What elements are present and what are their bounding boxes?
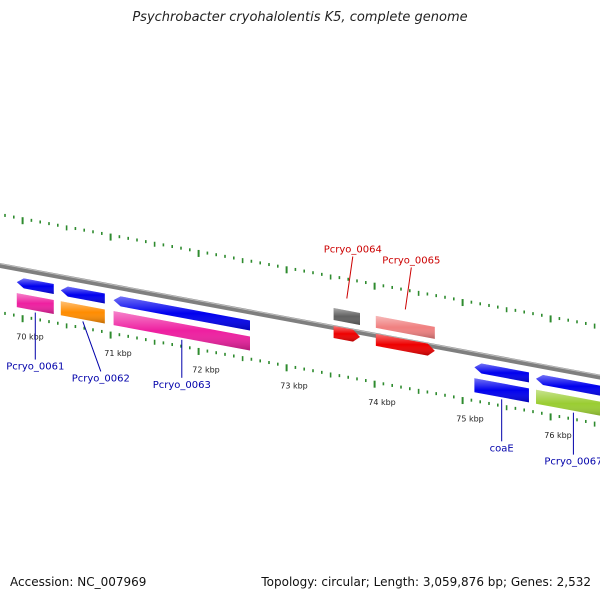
- genome-summary-text: Topology: circular; Length: 3,059,876 bp…: [261, 575, 591, 589]
- scale-ticks: [4, 213, 596, 427]
- gene-arrow-Pcryo_0063: [113, 296, 250, 331]
- gene-arrow-Pcryo_0064-shade: [333, 326, 360, 342]
- feature-Pcryo_0065: [375, 315, 435, 356]
- gene-arrow-Pcryo_0065-shade: [375, 333, 435, 356]
- scale-label-73-kbp: 73 kbp: [280, 382, 308, 391]
- feature-Pcryo_0064: [333, 308, 360, 342]
- scale-label-72-kbp: 72 kbp: [192, 365, 220, 374]
- scale-label-74-kbp: 74 kbp: [368, 398, 396, 407]
- gene-product-coaE-shade: [474, 378, 529, 403]
- gene-product-Pcryo_0065: [375, 315, 435, 339]
- gene-arrow-Pcryo_0063-shade: [113, 296, 250, 331]
- genome-backbone: [0, 263, 600, 380]
- gene-arrow-Pcryo_0065: [375, 333, 435, 356]
- gene-product-Pcryo_0064-shade: [333, 308, 360, 325]
- feature-coaE: [474, 363, 529, 403]
- gene-arrow-coaE: [474, 363, 529, 383]
- map-title: Psychrobacter cryohalolentis K5, complet…: [132, 10, 468, 25]
- tick-row-lower: [4, 311, 596, 427]
- gene-product-Pcryo_0062: [60, 301, 105, 324]
- feature-Pcryo_0067: [536, 374, 600, 416]
- feature-Pcryo_0062: [60, 286, 105, 324]
- leader-Pcryo_0064: [346, 256, 354, 299]
- gene-product-Pcryo_0061: [16, 293, 54, 314]
- scale-label-71-kbp: 71 kbp: [104, 349, 132, 358]
- gene-product-Pcryo_0067-shade: [536, 389, 600, 416]
- gene-product-coaE: [474, 378, 529, 403]
- scale-label-76-kbp: 76 kbp: [544, 431, 572, 440]
- gene-arrow-Pcryo_0061: [16, 278, 54, 294]
- gene-arrow-coaE-shade: [474, 363, 529, 383]
- gene-arrow-Pcryo_0062-shade: [60, 286, 105, 304]
- backbone-highlight: [0, 263, 600, 376]
- gene-labels: Pcryo_0061 Pcryo_0062 Pcryo_0063 Pcryo_0064…: [6, 245, 600, 468]
- scale-label-75-kbp: 75 kbp: [456, 414, 484, 423]
- gene-label-Pcryo_0064: Pcryo_0064: [324, 245, 382, 256]
- accession-text: Accession: NC_007969: [10, 575, 147, 589]
- gene-label-Pcryo_0063: Pcryo_0063: [153, 380, 211, 391]
- scale-label-70-kbp: 70 kbp: [16, 333, 44, 342]
- gene-product-Pcryo_0062-shade: [60, 301, 105, 324]
- gene-product-Pcryo_0067: [536, 389, 600, 416]
- gene-label-Pcryo_0061: Pcryo_0061: [6, 362, 64, 373]
- leader-Pcryo_0065: [404, 267, 412, 310]
- gene-arrow-Pcryo_0062: [60, 286, 105, 304]
- tick-row-upper: [4, 213, 596, 329]
- gene-product-Pcryo_0064: [333, 308, 360, 325]
- gene-arrow-Pcryo_0064: [333, 326, 360, 342]
- gene-arrow-Pcryo_0061-shade: [16, 278, 54, 294]
- gene-label-Pcryo_0067: Pcryo_0067: [544, 457, 600, 468]
- gene-product-Pcryo_0063: [113, 311, 250, 351]
- gene-label-Pcryo_0062: Pcryo_0062: [72, 373, 130, 384]
- leader-Pcryo_0062: [82, 321, 102, 372]
- gene-arrow-Pcryo_0067: [536, 374, 600, 396]
- feature-Pcryo_0063: [113, 296, 250, 351]
- gene-product-Pcryo_0061-shade: [16, 293, 54, 314]
- feature-tracks: [16, 278, 600, 416]
- gene-arrow-Pcryo_0067-shade: [536, 374, 600, 396]
- backbone-line: [0, 263, 600, 380]
- scale-labels: 70 kbp 71 kbp 72 kbp 73 kbp 74 kbp 75 kbp 76 k…: [16, 333, 572, 440]
- feature-Pcryo_0061: [16, 278, 54, 314]
- gene-product-Pcryo_0065-shade: [375, 315, 435, 339]
- gene-product-Pcryo_0063-shade: [113, 311, 250, 351]
- gene-label-coaE: coaE: [490, 443, 514, 454]
- gene-label-Pcryo_0065: Pcryo_0065: [382, 255, 440, 266]
